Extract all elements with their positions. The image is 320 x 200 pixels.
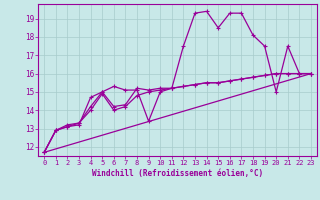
X-axis label: Windchill (Refroidissement éolien,°C): Windchill (Refroidissement éolien,°C) xyxy=(92,169,263,178)
